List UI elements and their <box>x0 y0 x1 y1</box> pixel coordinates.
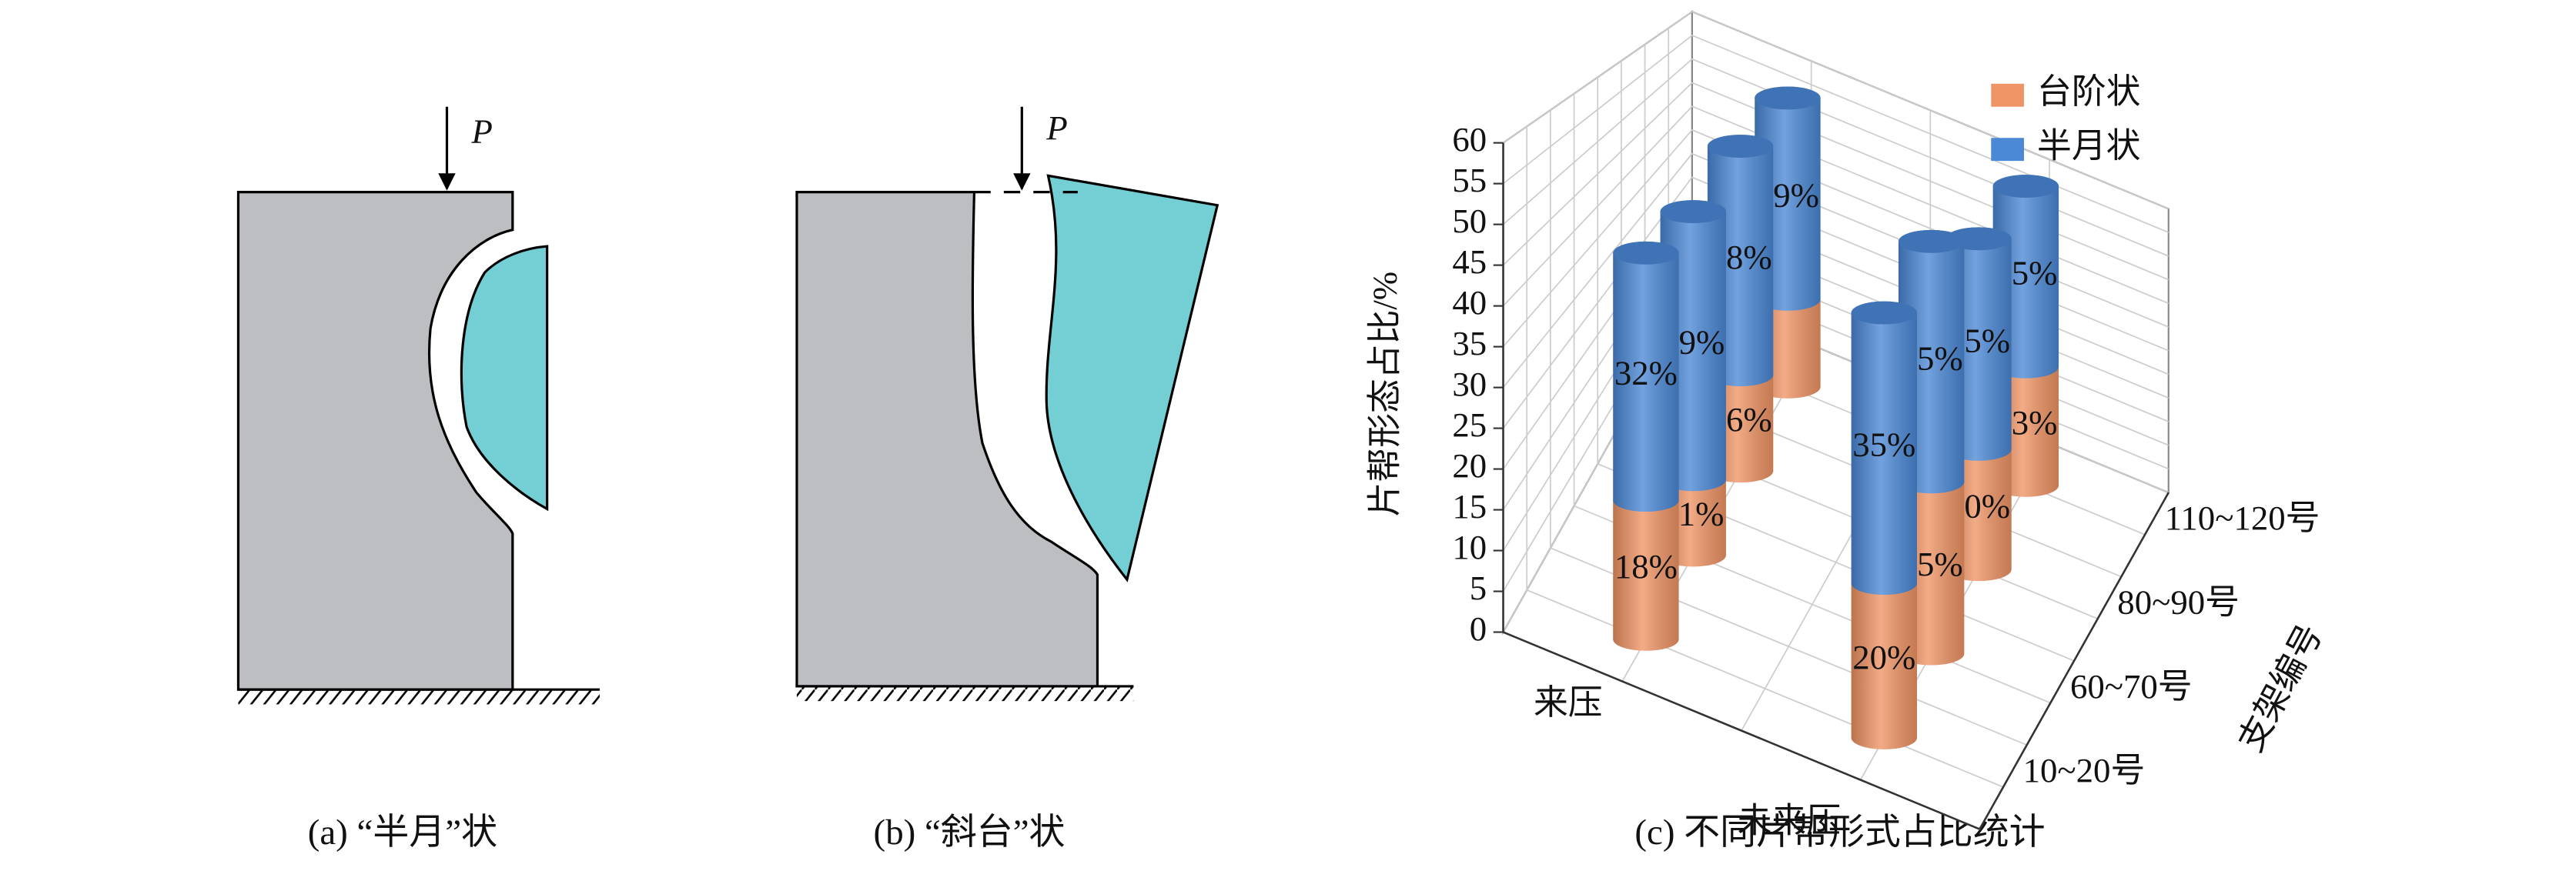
floor-grid-line <box>1526 589 2004 788</box>
rock-body <box>795 191 1099 688</box>
data-label: 35% <box>1852 425 1915 464</box>
bar-shade <box>1851 301 1917 595</box>
bar-cap <box>1660 200 1726 223</box>
bar-cap <box>1707 135 1774 159</box>
y-tick-label: 35 <box>1452 324 1487 362</box>
panel-b: P (b) “斜台”状 <box>795 106 1219 853</box>
y-tick-label: 45 <box>1452 242 1487 281</box>
caption: (b) “斜台”状 <box>874 813 1066 853</box>
grid-line <box>1503 35 2170 233</box>
data-label: 20% <box>1852 638 1915 676</box>
bar-cap-shade <box>1707 135 1774 159</box>
rock-body <box>236 191 514 691</box>
ground-hatch <box>238 689 600 705</box>
x-tick-label: 来压 <box>1534 683 1603 722</box>
bar-shade <box>1613 489 1679 651</box>
bar-cap <box>1898 229 1965 253</box>
bar-cap <box>1992 175 2059 198</box>
spalled-block <box>460 245 549 512</box>
x-tick-label: 未来压 <box>1738 801 1841 839</box>
ground-hatch <box>796 686 1134 702</box>
legend-label: 台阶状 <box>2037 72 2140 111</box>
y-tick-label: 15 <box>1452 487 1487 526</box>
z-tick-label: 10~20号 <box>2023 751 2146 789</box>
y-tick-label: 25 <box>1452 405 1487 444</box>
data-label: 18% <box>1614 547 1678 586</box>
legend-swatch <box>1991 138 2024 162</box>
z-axis-title: 支架编号 <box>2231 618 2330 758</box>
panel-a: P (a) “半月”状 <box>236 106 600 853</box>
force-label: P <box>1045 108 1067 147</box>
y-tick-label: 20 <box>1452 446 1487 485</box>
y-tick-label: 5 <box>1470 569 1487 607</box>
legend-swatch <box>1991 83 2024 107</box>
x-axis <box>1503 631 1980 830</box>
bar-cap-shade <box>1898 229 1965 253</box>
y-tick-label: 10 <box>1452 528 1487 566</box>
legend-label: 半月状 <box>2037 126 2140 165</box>
panel-c: (c) 不同片帮形式占比统计 片帮形态占比/% 支架编号 05101520253… <box>1365 10 2330 853</box>
y-tick-label: 0 <box>1470 609 1487 648</box>
y-tick-label: 60 <box>1452 120 1487 159</box>
z-tick-label: 110~120号 <box>2165 499 2320 537</box>
y-tick-label: 40 <box>1452 283 1487 322</box>
spalled-block <box>1045 174 1219 582</box>
bar-cap-shade <box>1851 301 1917 325</box>
bar-cap <box>1613 241 1679 265</box>
bar-cap <box>1851 301 1917 325</box>
y-tick-label: 50 <box>1452 202 1487 240</box>
bar-cap-shade <box>1660 200 1726 223</box>
data-label: 32% <box>1614 354 1678 392</box>
y-tick-label: 55 <box>1452 161 1487 199</box>
bar-shade <box>1613 241 1679 512</box>
force-label: P <box>470 112 492 150</box>
y-tick-label: 30 <box>1452 365 1487 403</box>
z-tick-label: 60~70号 <box>2070 667 2193 706</box>
bar-cap-shade <box>1613 241 1679 265</box>
bar-shade <box>1851 572 1917 749</box>
y-axis-title: 片帮形态占比/% <box>1365 272 1403 517</box>
bar-cap-shade <box>1755 86 1821 110</box>
z-axis <box>1979 492 2170 830</box>
bar-cap <box>1755 86 1821 110</box>
caption: (a) “半月”状 <box>308 813 497 853</box>
bar-cap-shade <box>1992 175 2059 198</box>
z-tick-label: 80~90号 <box>2117 582 2240 621</box>
